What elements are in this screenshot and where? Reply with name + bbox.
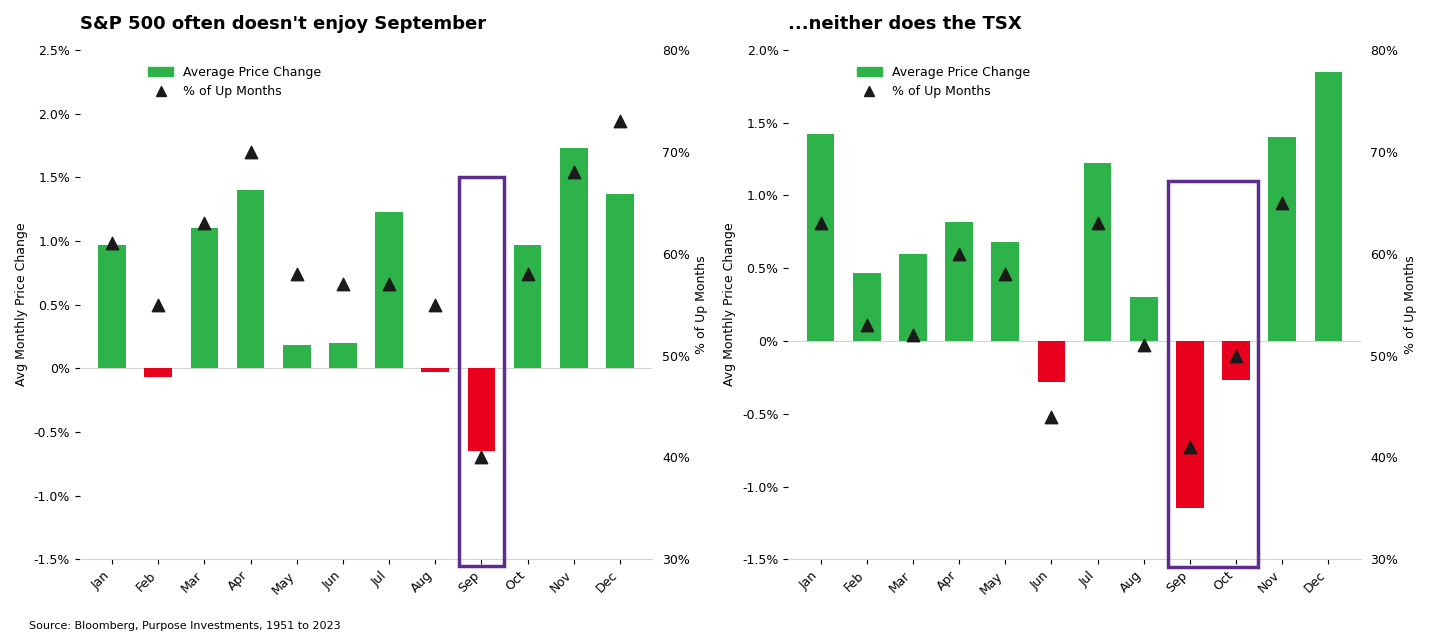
Bar bbox=[1038, 341, 1065, 382]
Bar bbox=[421, 368, 450, 372]
Bar bbox=[991, 242, 1020, 341]
Legend: Average Price Change, % of Up Months: Average Price Change, % of Up Months bbox=[143, 61, 326, 103]
Bar bbox=[606, 194, 634, 368]
Legend: Average Price Change, % of Up Months: Average Price Change, % of Up Months bbox=[852, 61, 1035, 103]
Point bbox=[1317, 24, 1340, 34]
Point bbox=[1085, 218, 1108, 228]
Bar bbox=[190, 228, 218, 368]
Bar bbox=[329, 343, 357, 368]
Y-axis label: Avg Monthly Price Change: Avg Monthly Price Change bbox=[14, 223, 29, 387]
Text: Source: Bloomberg, Purpose Investments, 1951 to 2023: Source: Bloomberg, Purpose Investments, … bbox=[29, 620, 341, 631]
Bar bbox=[853, 273, 881, 341]
Bar bbox=[468, 368, 495, 451]
Bar bbox=[1223, 341, 1250, 380]
Point bbox=[378, 279, 401, 289]
Point bbox=[470, 452, 493, 462]
Y-axis label: % of Up Months: % of Up Months bbox=[1403, 255, 1418, 354]
Bar bbox=[945, 222, 972, 341]
Point bbox=[239, 147, 262, 157]
Point bbox=[994, 269, 1017, 279]
Point bbox=[331, 279, 354, 289]
Point bbox=[855, 320, 878, 330]
Point bbox=[193, 218, 216, 228]
Point bbox=[1179, 442, 1201, 452]
Bar bbox=[1084, 163, 1111, 341]
Bar bbox=[1167, 181, 1259, 566]
Point bbox=[1270, 197, 1293, 208]
Point bbox=[1040, 412, 1063, 422]
Bar bbox=[460, 177, 504, 566]
Bar bbox=[236, 190, 265, 368]
Bar bbox=[145, 368, 172, 377]
Bar bbox=[1176, 341, 1204, 508]
Bar bbox=[899, 254, 927, 341]
Point bbox=[516, 269, 538, 279]
Bar bbox=[560, 148, 587, 368]
Point bbox=[1133, 340, 1156, 350]
Bar bbox=[1315, 72, 1342, 341]
Point bbox=[100, 238, 123, 248]
Point bbox=[609, 116, 632, 126]
Point bbox=[902, 330, 925, 340]
Point bbox=[948, 248, 971, 259]
Bar bbox=[806, 134, 835, 341]
Text: ...neither does the TSX: ...neither does the TSX bbox=[788, 15, 1022, 33]
Bar bbox=[375, 211, 402, 368]
Bar bbox=[1269, 137, 1296, 341]
Bar bbox=[1130, 297, 1157, 341]
Point bbox=[809, 218, 832, 228]
Point bbox=[285, 269, 308, 279]
Bar bbox=[284, 345, 311, 368]
Point bbox=[147, 299, 170, 310]
Bar bbox=[514, 245, 541, 368]
Point bbox=[1224, 350, 1247, 361]
Text: S&P 500 often doesn't enjoy September: S&P 500 often doesn't enjoy September bbox=[80, 15, 485, 33]
Bar bbox=[99, 245, 126, 368]
Y-axis label: % of Up Months: % of Up Months bbox=[696, 255, 709, 354]
Y-axis label: Avg Monthly Price Change: Avg Monthly Price Change bbox=[723, 223, 736, 387]
Point bbox=[424, 299, 447, 310]
Point bbox=[563, 167, 586, 177]
